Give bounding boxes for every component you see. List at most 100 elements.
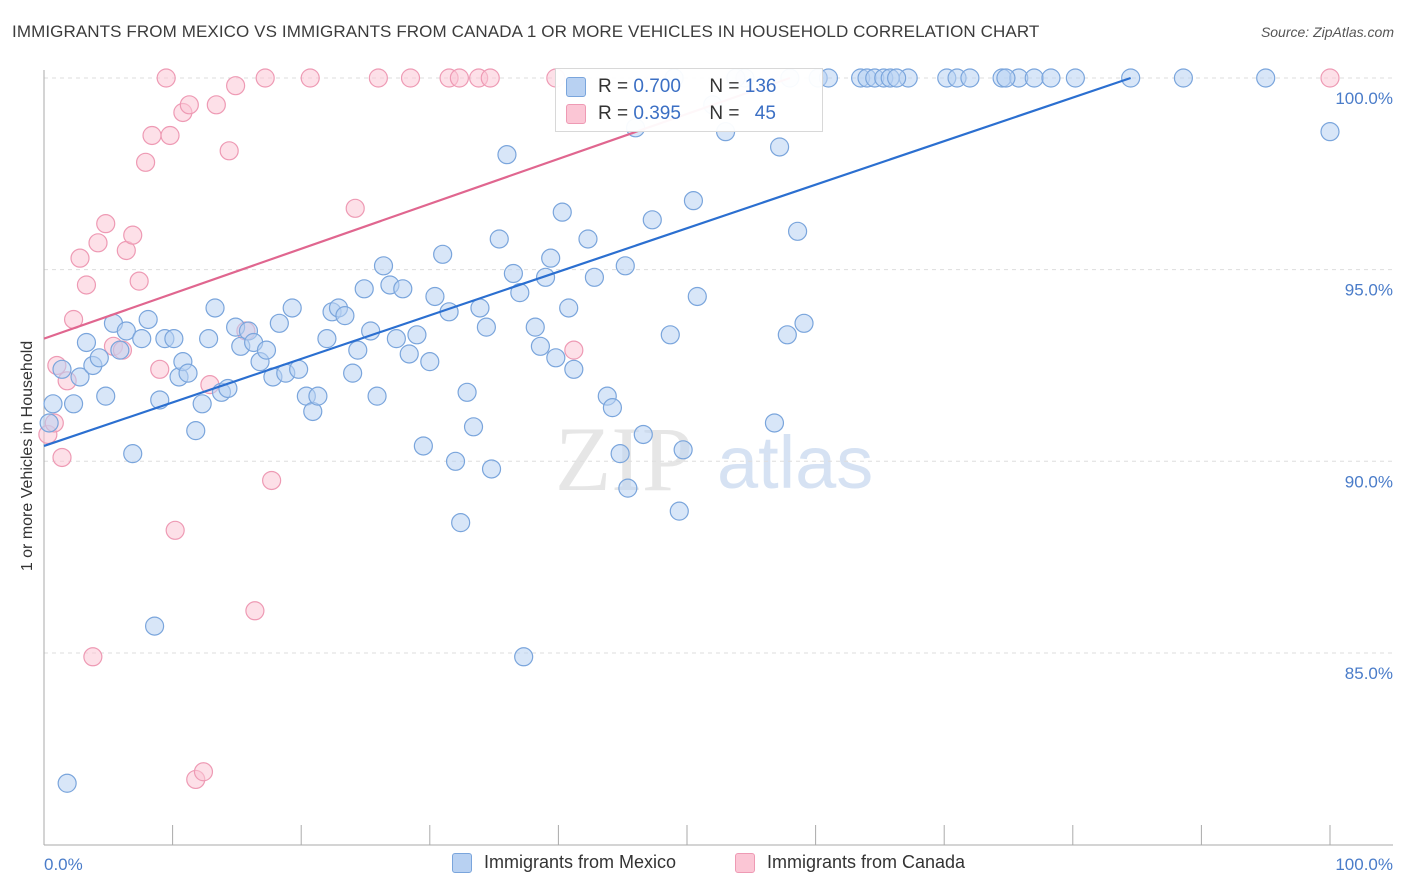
mexico-point-50 [361, 321, 381, 341]
mexico-point-103 [777, 325, 797, 345]
mexico-point-116 [960, 68, 980, 88]
trend-lines [43, 76, 1132, 448]
canada-point-8 [83, 647, 103, 667]
mexico-point-94 [669, 501, 689, 521]
legend-canada-r-value: 0.395 [633, 103, 681, 124]
mexico-point-61 [433, 244, 453, 264]
mexico-point-1 [43, 394, 63, 414]
canada-point-18 [150, 359, 170, 379]
y-tick-labels: 85.0% 90.0% 95.0% 100.0% [1335, 89, 1393, 683]
mexico-point-26 [205, 298, 225, 318]
mexico-point-95 [673, 440, 693, 460]
mexico-point-12 [116, 321, 136, 341]
mexico-point-57 [407, 325, 427, 345]
mexico-point-25 [199, 329, 219, 349]
canada-point-32 [255, 68, 275, 88]
mexico-point-47 [343, 363, 363, 383]
canada-point-19 [156, 68, 176, 88]
mexico-point-51 [367, 386, 387, 406]
mexico-point-83 [578, 229, 598, 249]
y-tick-label-85: 85.0% [1345, 664, 1393, 683]
mexico-point-96 [683, 191, 704, 211]
canada-point-28 [219, 141, 239, 161]
mexico-point-123 [1173, 68, 1193, 88]
legend-swatch-canada [566, 104, 586, 124]
y-tick-label-100: 100.0% [1335, 89, 1393, 108]
mexico-point-55 [393, 279, 413, 299]
canada-point-39 [449, 68, 469, 88]
stats-legend: R = 0.700 N = 136 R = 0.395 N = 45 [555, 68, 823, 132]
mexico-point-64 [451, 513, 471, 533]
mexico-point-72 [503, 263, 523, 284]
mexico-point-121 [1065, 68, 1085, 88]
bottom-swatch-canada [735, 852, 755, 873]
mexico-point-75 [525, 317, 545, 337]
mexico-point-24 [192, 394, 212, 414]
mexico-point-36 [269, 313, 289, 333]
bottom-legend-canada-label: Immigrants from Canada [767, 852, 966, 872]
canada-point-14 [123, 225, 143, 245]
mexico-point-3 [57, 773, 77, 793]
mexico-point-19 [164, 329, 184, 349]
bottom-legend-canada: Immigrants from Canada [735, 852, 965, 873]
watermark-atlas: atlas [717, 421, 873, 504]
legend-swatch-mexico [566, 77, 586, 97]
canada-point-36 [368, 68, 388, 88]
mexico-point-120 [1041, 68, 1061, 88]
bottom-legend-mexico: Immigrants from Mexico [452, 852, 676, 873]
mexico-point-65 [457, 382, 477, 402]
mexico-point-104 [787, 221, 808, 241]
legend-mexico-r-label: R = [598, 76, 634, 97]
canada-point-16 [135, 152, 156, 172]
mexico-point-23 [186, 421, 206, 441]
mexico-point-84 [584, 267, 605, 287]
mexico-point-68 [476, 317, 496, 337]
canada-point-23 [179, 95, 199, 115]
mexico-point-105 [794, 313, 814, 333]
mexico-point-97 [687, 286, 707, 307]
canada-point-9 [88, 233, 108, 253]
mexico-point-52 [373, 256, 394, 276]
legend-canada-n-value: 45 [754, 103, 776, 124]
mexico-point-70 [489, 229, 509, 249]
mexico-point-28 [218, 378, 238, 399]
legend-row-mexico: R = 0.700 N = 136 [566, 73, 776, 101]
mexico-point-69 [481, 459, 502, 479]
mexico-point-101 [764, 413, 785, 433]
mexico-point-78 [541, 248, 561, 268]
canada-point-43 [564, 340, 584, 360]
canada-point-29 [226, 76, 246, 96]
mexico-point-124 [1256, 68, 1276, 88]
mexico-point-89 [618, 478, 638, 498]
canada-point-31 [245, 601, 265, 621]
mexico-point-11 [110, 340, 130, 360]
canada-point-21 [165, 520, 185, 540]
legend-canada-r-label: R = [598, 103, 634, 124]
legend-mexico-n-value: 136 [744, 76, 777, 97]
canada-point-10 [96, 214, 116, 234]
legend-canada-n-label: N = [709, 103, 745, 124]
mexico-point-129 [887, 68, 907, 88]
mexico-point-0 [39, 413, 59, 433]
mexico-point-81 [559, 298, 579, 318]
mexico-point-34 [256, 340, 277, 360]
mexico-point-56 [399, 344, 419, 364]
x-ticks [43, 825, 1393, 846]
canada-point-35 [345, 198, 365, 218]
legend-mexico-n-label: N = [709, 76, 745, 97]
legend-row-canada: R = 0.395 N = 45 [566, 100, 776, 128]
canada-point-44 [1320, 68, 1340, 88]
mexico-point-130 [996, 68, 1016, 88]
mexico-point-22 [178, 363, 198, 383]
mexico-point-91 [633, 424, 653, 445]
mexico-point-49 [354, 279, 374, 299]
mexico-point-80 [552, 202, 572, 222]
mexico-trend-line [43, 76, 1132, 448]
watermark: ZIP atlas [555, 408, 873, 510]
mexico-point-119 [1024, 68, 1044, 88]
mexico-point-86 [602, 398, 623, 418]
mexico-point-43 [317, 329, 337, 349]
mexico-point-15 [138, 309, 158, 330]
canada-point-33 [262, 470, 282, 491]
gridlines [44, 77, 1393, 654]
